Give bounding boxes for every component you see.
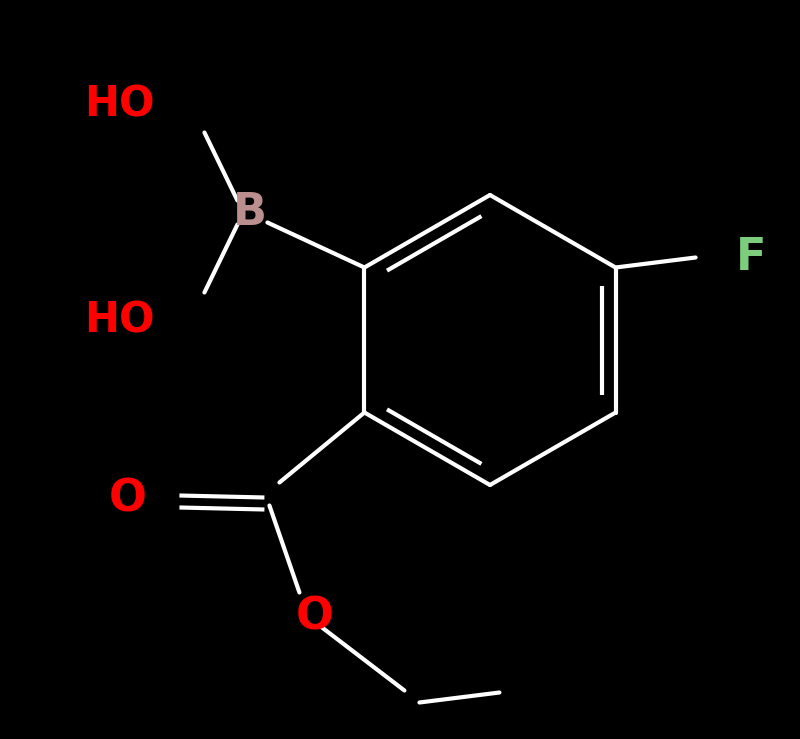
Text: O: O — [295, 596, 334, 639]
Text: HO: HO — [84, 299, 154, 341]
Text: O: O — [109, 477, 146, 520]
Text: B: B — [233, 191, 266, 234]
Text: F: F — [735, 236, 766, 279]
Text: HO: HO — [84, 84, 154, 126]
